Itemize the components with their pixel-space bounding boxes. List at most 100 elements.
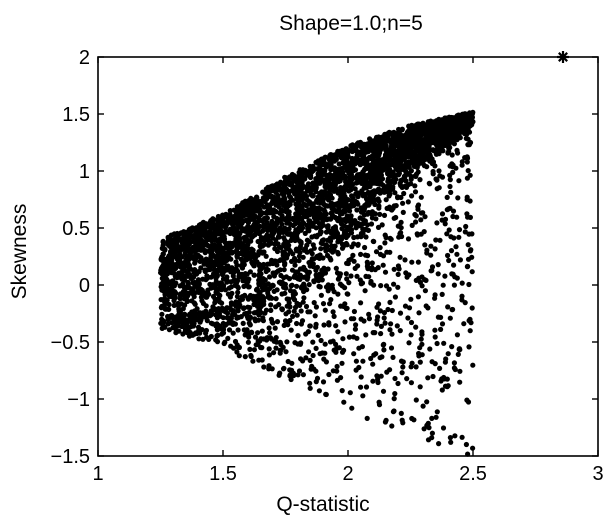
data-point — [295, 209, 301, 215]
data-point — [198, 294, 204, 300]
data-point — [310, 261, 316, 267]
data-point — [297, 273, 303, 279]
data-point — [300, 372, 306, 378]
data-point — [252, 334, 259, 340]
data-point — [448, 189, 454, 195]
data-point — [235, 268, 241, 274]
data-point — [465, 168, 471, 174]
data-point — [281, 284, 287, 290]
data-point — [210, 321, 216, 327]
data-point — [439, 211, 446, 217]
data-point — [172, 289, 178, 295]
data-point — [429, 156, 435, 162]
data-point — [391, 281, 397, 287]
data-point — [363, 143, 370, 149]
data-point — [435, 271, 441, 277]
data-point — [450, 162, 456, 168]
data-point — [336, 205, 342, 211]
data-point — [342, 209, 348, 215]
data-point — [450, 271, 456, 277]
data-point — [370, 361, 376, 367]
data-point — [284, 204, 290, 210]
data-point — [261, 222, 267, 228]
data-point — [159, 245, 165, 251]
data-point — [336, 215, 342, 221]
data-point — [270, 183, 276, 189]
data-point — [312, 233, 318, 239]
data-point — [295, 184, 301, 190]
data-point — [409, 193, 415, 199]
data-point — [306, 349, 312, 355]
data-point — [254, 208, 260, 214]
data-point — [419, 331, 425, 337]
data-point — [168, 279, 174, 285]
data-point — [394, 323, 400, 329]
data-point — [286, 231, 292, 237]
data-point — [439, 376, 445, 382]
data-point — [306, 207, 312, 213]
data-point — [453, 244, 459, 250]
data-point — [166, 327, 172, 333]
data-point — [366, 316, 372, 322]
data-point — [193, 316, 200, 322]
data-point — [287, 304, 293, 310]
data-point — [316, 283, 322, 289]
data-point — [261, 301, 267, 307]
data-point — [418, 194, 424, 200]
data-point — [429, 359, 435, 365]
data-point — [310, 339, 316, 345]
data-point — [334, 270, 341, 276]
data-point — [267, 330, 273, 336]
data-point — [465, 256, 472, 262]
data-point — [279, 306, 285, 312]
data-point — [305, 181, 312, 187]
data-point — [327, 301, 333, 307]
data-point — [417, 345, 423, 351]
data-point — [360, 393, 366, 399]
data-point — [402, 303, 409, 309]
data-point — [302, 176, 308, 182]
data-point — [194, 247, 201, 253]
data-point — [411, 127, 417, 133]
data-point — [395, 223, 401, 229]
data-point — [441, 135, 447, 141]
data-point — [455, 351, 461, 357]
data-point — [241, 200, 247, 206]
data-point — [384, 205, 390, 211]
data-point — [366, 311, 372, 317]
data-point — [434, 220, 440, 226]
data-point — [188, 266, 194, 272]
data-point — [294, 202, 300, 208]
data-point — [342, 285, 348, 291]
data-point — [249, 210, 255, 216]
data-point — [315, 332, 321, 338]
data-point — [371, 282, 377, 288]
data-point — [253, 223, 259, 229]
data-point — [325, 266, 331, 272]
y-tick-label: 2 — [79, 47, 90, 69]
data-point — [174, 243, 180, 249]
data-point — [171, 298, 177, 304]
data-point — [412, 189, 419, 195]
data-point — [222, 339, 228, 345]
data-point — [276, 258, 282, 264]
data-point — [381, 144, 388, 150]
data-point — [343, 271, 349, 277]
data-point — [229, 220, 235, 226]
data-point — [256, 277, 262, 283]
data-point — [450, 208, 457, 214]
data-point — [416, 135, 422, 141]
data-point — [261, 216, 267, 223]
data-point — [220, 276, 227, 282]
data-point — [268, 302, 274, 308]
data-point — [222, 256, 228, 262]
data-point — [218, 286, 224, 292]
data-point — [284, 220, 290, 226]
data-point — [312, 313, 318, 319]
data-point — [436, 151, 442, 157]
data-point — [234, 342, 240, 348]
data-point — [387, 299, 393, 305]
data-point — [329, 282, 335, 288]
data-point — [325, 174, 331, 180]
